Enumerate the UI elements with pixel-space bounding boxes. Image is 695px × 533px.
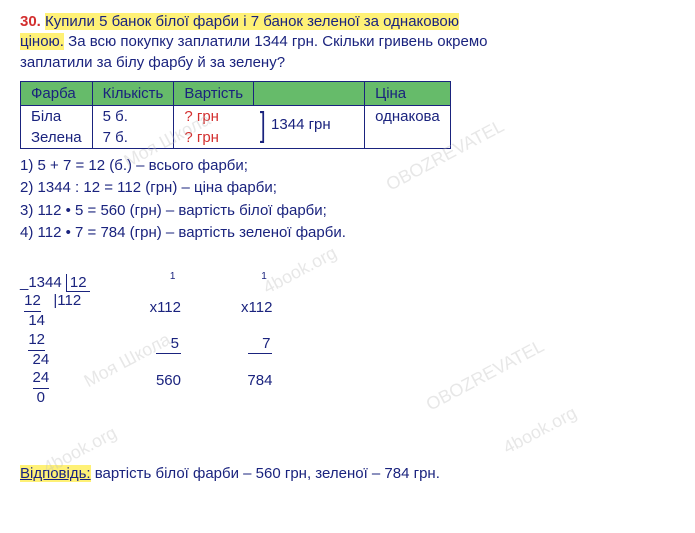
problem-number: 30. [20,13,41,30]
longdiv-l5: 24 [20,351,49,368]
longdiv-sub3: 24 [33,369,50,389]
th-cost: Вартість [174,81,254,105]
answer-text: вартість білої фарби – 560 грн, зеленої … [91,465,440,482]
th-qty: Кількість [92,81,174,105]
brace-icon: ] [259,108,265,142]
cell-cost-1: ? грн [174,105,254,127]
calculations-row: _1344 12 12 |112 14 12 24 24 0 1 x112 5 … [20,255,675,427]
problem-statement: 30. Купили 5 банок білої фарби і 7 банок… [20,12,675,73]
longdiv-sub2: 12 [28,331,45,351]
longdiv-quotient: 112 [57,292,81,309]
mult2-top: x112 [241,299,272,317]
solution-steps: 1) 5 + 7 = 12 (б.) – всього фарби; 2) 13… [20,155,675,245]
longdiv-divisor: 12 [66,274,90,292]
long-division: _1344 12 12 |112 14 12 24 24 0 [20,255,90,427]
th-price: Ціна [365,81,451,105]
mult2-carry: 1 [241,273,272,281]
step-4: 4) 112 • 7 = 784 (грн) – вартість зелено… [20,222,675,245]
th-paint: Фарба [21,81,93,105]
longdiv-l7: 0 [20,389,45,406]
paint-table: Фарба Кількість Вартість Ціна Біла 5 б. … [20,81,451,149]
cell-qty-2: 7 б. [92,127,174,149]
cell-paint-1: Біла [21,105,93,127]
table-row: Біла 5 б. ? грн ]1344 грн однакова [21,105,451,127]
cell-cost-2: ? грн [174,127,254,149]
th-total [254,81,365,105]
cell-qty-1: 5 б. [92,105,174,127]
longdiv-l3: 14 [20,312,45,329]
total-cost-value: 1344 грн [271,116,331,133]
step-3: 3) 112 • 5 = 560 (грн) – вартість білої … [20,200,675,223]
mult-112x7: 1 x112 7 784 [241,255,272,427]
answer-line: Відповідь: вартість білої фарби – 560 гр… [20,465,675,482]
mult1-carry: 1 [150,273,181,281]
answer-label: Відповідь: [20,465,91,482]
problem-line2-rest: За всю покупку заплатили 1344 грн. Скіль… [64,33,488,50]
problem-line2-hl: ціною. [20,33,64,50]
step-2: 2) 1344 : 12 = 112 (грн) – ціна фарби; [20,177,675,200]
step-1: 1) 5 + 7 = 12 (б.) – всього фарби; [20,155,675,178]
mult1-result: 560 [150,372,181,390]
cell-price: однакова [365,105,451,148]
longdiv-sub1: 12 [24,292,41,312]
mult1-top: x112 [150,299,181,317]
table-header-row: Фарба Кількість Вартість Ціна [21,81,451,105]
mult1-factor: 5 [156,335,181,354]
cell-total: ] 1344 грн [254,105,365,148]
mult2-factor: 7 [248,335,273,354]
problem-line3: заплатили за білу фарбу й за зелену? [20,54,285,71]
longdiv-dividend: 1344 [28,274,61,291]
mult2-result: 784 [241,372,272,390]
cell-paint-2: Зелена [21,127,93,149]
mult-112x5: 1 x112 5 560 [150,255,181,427]
problem-line1: Купили 5 банок білої фарби і 7 банок зел… [45,13,459,30]
